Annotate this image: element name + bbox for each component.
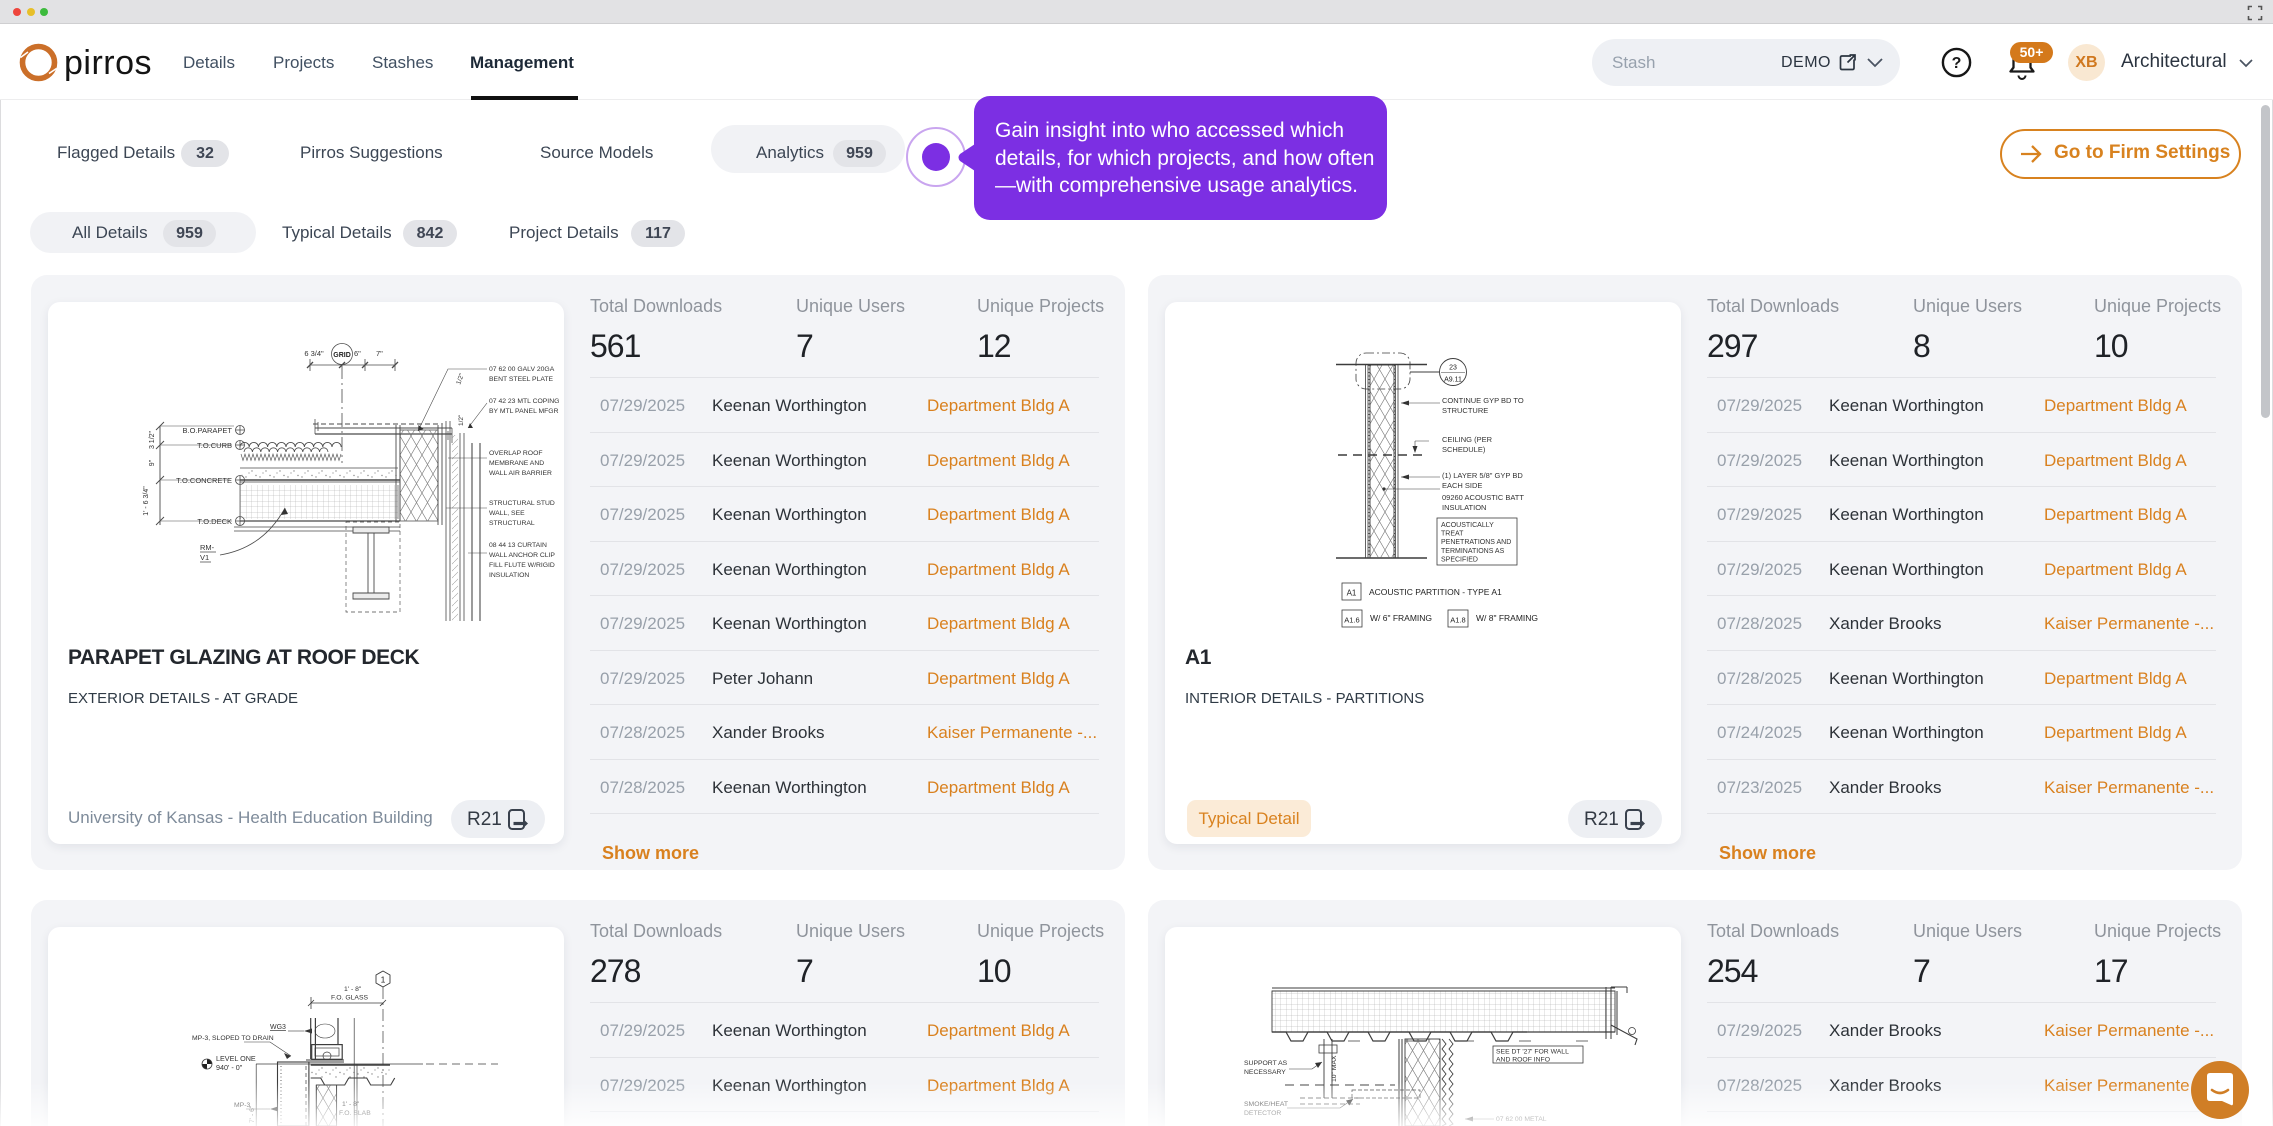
svg-text:A1.6: A1.6 xyxy=(1344,616,1359,625)
svg-text:TREAT: TREAT xyxy=(1441,531,1464,538)
svg-text:1' - 8": 1' - 8" xyxy=(342,1101,360,1108)
svg-text:940' - 0": 940' - 0" xyxy=(216,1063,243,1072)
svg-text:WALL, SEE: WALL, SEE xyxy=(489,510,525,517)
svg-text:STRUCTURE: STRUCTURE xyxy=(1442,406,1488,415)
svg-text:1: 1 xyxy=(381,975,386,985)
svg-text:STRUCTURAL STUD: STRUCTURAL STUD xyxy=(489,500,555,507)
svg-text:BENT STEEL PLATE: BENT STEEL PLATE xyxy=(489,376,554,383)
svg-text:OVERLAP ROOF: OVERLAP ROOF xyxy=(489,450,543,457)
svg-text:08 44 13 CURTAIN: 08 44 13 CURTAIN xyxy=(489,542,547,549)
svg-text:GRID: GRID xyxy=(333,352,351,359)
svg-text:WALL ANCHOR CLIP: WALL ANCHOR CLIP xyxy=(489,552,555,559)
svg-text:7": 7" xyxy=(376,349,383,358)
svg-text:ACOUSTIC PARTITION - TYPE A1: ACOUSTIC PARTITION - TYPE A1 xyxy=(1369,587,1502,597)
svg-text:SCHEDULE): SCHEDULE) xyxy=(1442,445,1486,454)
svg-text:V1: V1 xyxy=(200,553,209,562)
svg-text:MP-3: MP-3 xyxy=(234,1102,250,1109)
svg-text:09260 ACOUSTIC BATT: 09260 ACOUSTIC BATT xyxy=(1442,493,1524,502)
svg-text:A9.11: A9.11 xyxy=(1444,377,1462,384)
svg-text:INSULATION: INSULATION xyxy=(489,572,529,579)
svg-text:7' - 6": 7' - 6" xyxy=(249,1105,256,1123)
svg-text:T.O.CURB: T.O.CURB xyxy=(197,441,232,450)
svg-text:LEVEL ONE: LEVEL ONE xyxy=(216,1054,256,1063)
svg-text:1' - 8": 1' - 8" xyxy=(344,986,362,993)
svg-text:SMOKE/HEAT: SMOKE/HEAT xyxy=(1244,1101,1288,1108)
svg-text:1' - 6 3/4": 1' - 6 3/4" xyxy=(143,486,150,516)
svg-text:WALL AIR BARRIER: WALL AIR BARRIER xyxy=(489,470,552,477)
svg-text:SEE DT '27' FOR WALL: SEE DT '27' FOR WALL xyxy=(1496,1049,1569,1056)
svg-text:NECESSARY: NECESSARY xyxy=(1244,1069,1286,1076)
svg-text:6": 6" xyxy=(354,349,361,358)
svg-text:CONTINUE GYP BD TO: CONTINUE GYP BD TO xyxy=(1442,396,1524,405)
svg-text:?: ? xyxy=(1952,55,1962,72)
svg-text:1/2": 1/2" xyxy=(458,414,465,426)
svg-text:RM-: RM- xyxy=(200,543,215,552)
svg-text:07 42 23 MTL COPING: 07 42 23 MTL COPING xyxy=(489,398,559,405)
svg-text:3 1/2": 3 1/2" xyxy=(149,430,156,449)
svg-text:SUPPORT AS: SUPPORT AS xyxy=(1244,1060,1288,1067)
svg-text:23: 23 xyxy=(1449,365,1457,372)
svg-text:1/2": 1/2" xyxy=(455,372,466,386)
svg-text:A1: A1 xyxy=(1347,589,1357,598)
svg-text:SPECIFIED: SPECIFIED xyxy=(1441,556,1478,563)
svg-text:WG3: WG3 xyxy=(270,1024,286,1031)
svg-text:INSULATION: INSULATION xyxy=(1442,503,1486,512)
svg-text:TERMINATIONS AS: TERMINATIONS AS xyxy=(1441,548,1505,555)
svg-text:10" MAX: 10" MAX xyxy=(1331,1055,1338,1082)
svg-text:(1) LAYER 5/8" GYP BD: (1) LAYER 5/8" GYP BD xyxy=(1442,471,1523,480)
svg-text:FILL FLUTE W/RIGID: FILL FLUTE W/RIGID xyxy=(489,562,555,569)
svg-text:F.O. SLAB: F.O. SLAB xyxy=(339,1110,371,1117)
svg-text:DETECTOR: DETECTOR xyxy=(1244,1110,1281,1117)
svg-text:A1.8: A1.8 xyxy=(1450,616,1465,625)
svg-text:W/ 6" FRAMING: W/ 6" FRAMING xyxy=(1370,613,1432,623)
svg-text:PENETRATIONS AND: PENETRATIONS AND xyxy=(1441,539,1511,546)
svg-text:07 62 00 METAL: 07 62 00 METAL xyxy=(1496,1116,1547,1123)
svg-text:STRUCTURAL: STRUCTURAL xyxy=(489,520,535,527)
svg-text:CEILING (PER: CEILING (PER xyxy=(1442,435,1493,444)
svg-text:B.O.PARAPET: B.O.PARAPET xyxy=(183,426,233,435)
svg-text:F.O. GLASS: F.O. GLASS xyxy=(331,995,368,1002)
svg-text:T.O.DECK: T.O.DECK xyxy=(197,517,232,526)
svg-text:AND ROOF INFO: AND ROOF INFO xyxy=(1496,1057,1550,1064)
svg-text:BY MTL PANEL MFGR: BY MTL PANEL MFGR xyxy=(489,408,559,415)
svg-text:T.O.CONCRETE: T.O.CONCRETE xyxy=(176,476,232,485)
svg-text:MP-3, SLOPED TO DRAIN: MP-3, SLOPED TO DRAIN xyxy=(192,1035,274,1042)
svg-text:07 62 00 GALV 20GA: 07 62 00 GALV 20GA xyxy=(489,366,555,373)
svg-text:ACOUSTICALLY: ACOUSTICALLY xyxy=(1441,522,1494,529)
svg-text:9": 9" xyxy=(149,459,156,466)
svg-text:6 3/4": 6 3/4" xyxy=(304,349,324,358)
svg-text:MEMBRANE AND: MEMBRANE AND xyxy=(489,460,544,467)
svg-text:W/ 8" FRAMING: W/ 8" FRAMING xyxy=(1476,613,1538,623)
svg-text:EACH SIDE: EACH SIDE xyxy=(1442,481,1482,490)
